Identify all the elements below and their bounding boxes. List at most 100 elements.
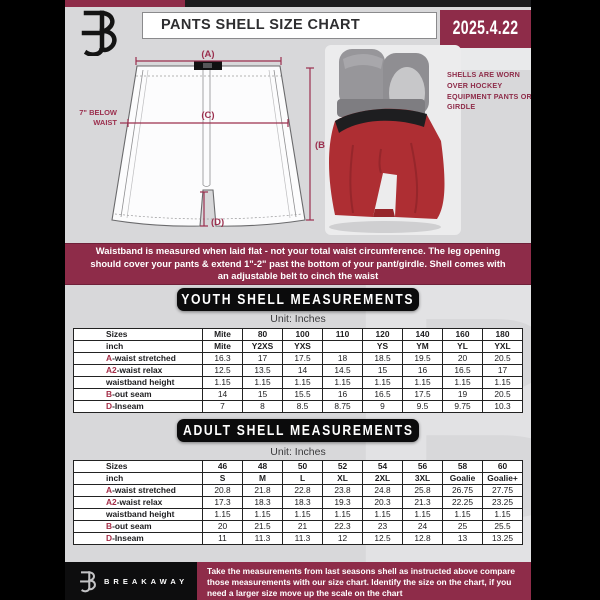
table-cell: 60	[482, 461, 522, 472]
table-cell: 25.8	[402, 485, 442, 496]
table-cell: 18.3	[282, 497, 322, 508]
table-row: inch S M L XL 2XL 3XL Goalie Goalie+	[74, 473, 522, 485]
table-cell: L	[282, 473, 322, 484]
table-cell: 1.15	[402, 509, 442, 520]
table-cell: 21.3	[402, 497, 442, 508]
table-cell: Y2XS	[242, 341, 282, 352]
table-cell: 17	[482, 365, 522, 376]
table-cell: 1.15	[482, 377, 522, 388]
row-label: Sizes	[106, 329, 128, 339]
table-cell: 56	[402, 461, 442, 472]
breakaway-logo-icon	[81, 10, 117, 56]
size-chart-flyer: B PANTS SHELL SIZE CHART 2025.4.22	[65, 0, 531, 600]
youth-measurements-table: Sizes Mite 80 100 110 120 140 160 180 inch Mite Y2X…	[73, 328, 523, 413]
date-underlay	[442, 48, 531, 70]
table-cell: 46	[202, 461, 242, 472]
table-cell: 17	[242, 353, 282, 364]
table-cell: 23	[362, 521, 402, 532]
table-row: Sizes Mite 80 100 110 120 140 160 180	[74, 329, 522, 341]
table-cell: 12.8	[402, 533, 442, 544]
table-cell: 80	[242, 329, 282, 340]
table-cell: 58	[442, 461, 482, 472]
table-cell: 23.25	[482, 497, 522, 508]
table-cell: 1.15	[362, 509, 402, 520]
table-cell: 11.3	[282, 533, 322, 544]
table-row: A2-waist relax 12.5 13.5 14 14.5 15 16 16.5 17	[74, 365, 522, 377]
table-cell: 14	[282, 365, 322, 376]
table-cell: Goalie+	[482, 473, 522, 484]
row-label: A2-waist relax	[106, 497, 163, 507]
table-cell: M	[242, 473, 282, 484]
table-cell: 1.15	[282, 377, 322, 388]
table-cell: 19.5	[402, 353, 442, 364]
youth-section-title: YOUTH SHELL MEASUREMENTS	[177, 288, 419, 311]
table-cell: 20.8	[202, 485, 242, 496]
table-row: B-out seam 20 21.5 21 22.3 23 24 25 25.5	[74, 521, 522, 533]
table-cell: 17.5	[282, 353, 322, 364]
table-cell: YL	[442, 341, 482, 352]
table-cell: Mite	[202, 341, 242, 352]
measure-lines	[120, 57, 314, 227]
label-d: (D)	[211, 217, 224, 228]
table-cell: 13.25	[482, 533, 522, 544]
row-label: A-waist stretched	[106, 485, 176, 495]
table-cell: 50	[282, 461, 322, 472]
adult-unit-label: Unit: Inches	[270, 446, 326, 458]
table-cell: 27.75	[482, 485, 522, 496]
table-cell: 20	[202, 521, 242, 532]
label-c: (C)	[201, 110, 214, 121]
table-cell: 22.3	[322, 521, 362, 532]
label-b: (B)	[315, 140, 328, 151]
footer-brand-name: BREAKAWAY	[104, 576, 189, 586]
table-cell: 21.5	[242, 521, 282, 532]
table-cell: 9.75	[442, 401, 482, 412]
table-cell: 1.15	[242, 377, 282, 388]
shorts-measurement-diagram: (A) (B) (C) (D) 7" BELOW WAIST	[79, 49, 328, 228]
table-cell: 12	[322, 533, 362, 544]
table-cell: 9	[362, 401, 402, 412]
table-cell: XL	[322, 473, 362, 484]
red-shell	[329, 108, 445, 219]
table-cell: 160	[442, 329, 482, 340]
table-cell: 20.5	[482, 389, 522, 400]
table-cell: 140	[402, 329, 442, 340]
table-cell: 20.3	[362, 497, 402, 508]
table-row: waistband height 1.15 1.15 1.15 1.15 1.15 1.15…	[74, 377, 522, 389]
table-row: D-Inseam 7 8 8.5 8.75 9 9.5 9.75 10.3	[74, 401, 522, 412]
table-cell: 23.8	[322, 485, 362, 496]
row-label: D-Inseam	[106, 533, 144, 543]
table-cell: 1.15	[242, 509, 282, 520]
table-cell: Mite	[202, 329, 242, 340]
shell-pants-photo	[325, 45, 461, 235]
table-cell: 21.8	[242, 485, 282, 496]
table-cell: YS	[362, 341, 402, 352]
table-cell: 15	[362, 365, 402, 376]
table-cell: 16.5	[442, 365, 482, 376]
table-cell: 22.8	[282, 485, 322, 496]
table-cell: 15.5	[282, 389, 322, 400]
table-cell: 24.8	[362, 485, 402, 496]
table-cell: 8.5	[282, 401, 322, 412]
table-cell: 9.5	[402, 401, 442, 412]
table-cell: Goalie	[442, 473, 482, 484]
row-label: Sizes	[106, 461, 128, 471]
breakaway-logo-small-icon	[80, 571, 96, 593]
table-cell: 14.5	[322, 365, 362, 376]
table-cell: 20	[442, 353, 482, 364]
table-row: Sizes 46 48 50 52 54 56 58 60	[74, 461, 522, 473]
table-cell: 16	[322, 389, 362, 400]
table-cell: 1.15	[362, 377, 402, 388]
table-cell: 13.5	[242, 365, 282, 376]
table-cell: 18	[322, 353, 362, 364]
table-cell: 18.3	[242, 497, 282, 508]
shell-usage-note: SHELLS ARE WORN OVER HOCKEY EQUIPMENT PA…	[447, 70, 531, 112]
table-cell: 22.25	[442, 497, 482, 508]
table-cell: YXS	[282, 341, 322, 352]
label-a: (A)	[201, 49, 214, 60]
table-cell: 24	[402, 521, 442, 532]
table-cell: 52	[322, 461, 362, 472]
footer-instructions: Take the measurements from last seasons …	[197, 562, 531, 600]
table-cell: 2XL	[362, 473, 402, 484]
date-text: 2025.4.22	[452, 18, 519, 39]
